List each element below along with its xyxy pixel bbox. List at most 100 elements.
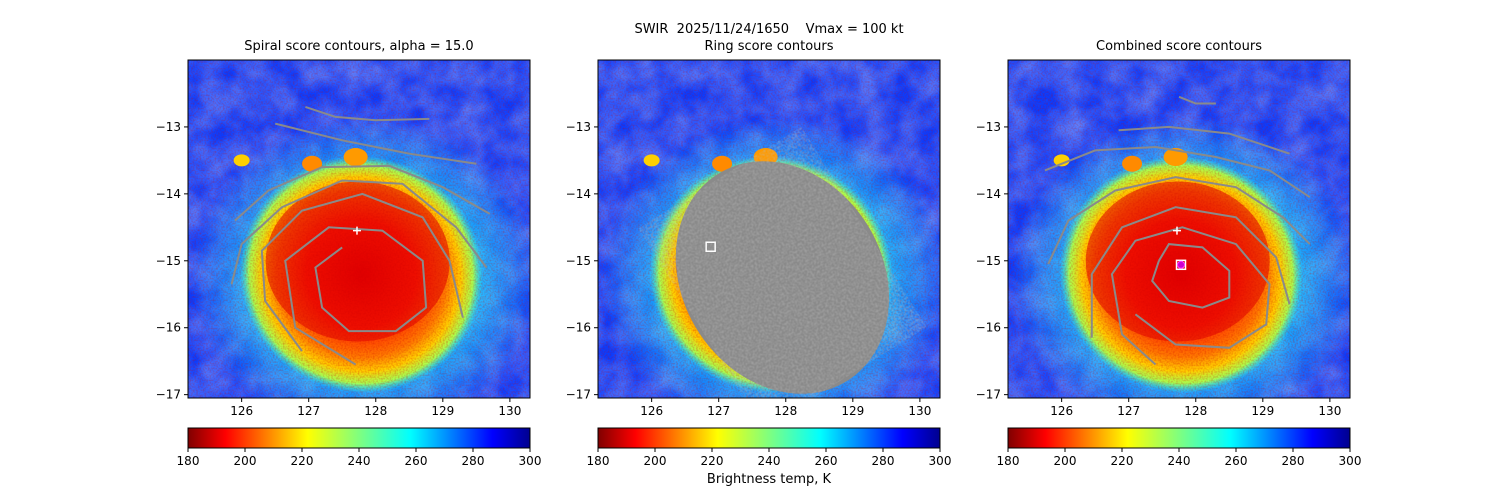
heatmap-image: [1008, 60, 1350, 398]
colorbar-label: Brightness temp, K: [706, 472, 832, 487]
contour-line: [284, 226, 428, 366]
colorbar-tick-label: 300: [519, 454, 542, 468]
axes-frame: [187, 59, 531, 399]
colorbar-tick-label: 220: [291, 454, 314, 468]
contour-line: [1110, 226, 1271, 366]
colorbar-tick-label: 180: [177, 454, 200, 468]
colorbar-gradient: [187, 427, 531, 449]
panel-title-spiral: Spiral score contours, alpha = 15.0: [244, 39, 474, 54]
contours: [230, 105, 491, 366]
ring-fill: [675, 161, 890, 394]
panel-ring: 126 127 128 129 130 −13 −14 −15 −16 −17: [566, 59, 941, 418]
y-tick-label: −15: [566, 254, 591, 268]
colorbar-tick-label: 240: [348, 454, 371, 468]
x-tick-label: 127: [297, 404, 320, 418]
convective-cell: [643, 154, 660, 167]
colorbar-spiral: 180 200 220 240 260 280 300: [177, 427, 542, 468]
center-square-marker: [1175, 259, 1187, 271]
colorbar-tick-label: 200: [1054, 454, 1077, 468]
colorbar-tick-label: 200: [644, 454, 667, 468]
convective-cell: [712, 155, 733, 172]
colorbar-tick-label: 220: [1111, 454, 1134, 468]
center-square-marker: [705, 241, 716, 252]
x-tick-label: 130: [908, 404, 931, 418]
y-tick-label: −15: [156, 254, 181, 268]
x-tick-label: 128: [364, 404, 387, 418]
y-tick-label: −14: [566, 187, 591, 201]
x-tick-label: 130: [1318, 404, 1341, 418]
colorbar-tick-label: 220: [701, 454, 724, 468]
contour-line: [234, 164, 491, 222]
x-tick-label: 129: [1251, 404, 1274, 418]
figure-suptitle: SWIR 2025/11/24/1650 Vmax = 100 kt: [634, 22, 904, 37]
panel-title-ring: Ring score contours: [704, 39, 834, 54]
colorbar-tick-label: 300: [929, 454, 952, 468]
contour-line: [230, 179, 488, 285]
colorbar-tick-label: 280: [1282, 454, 1305, 468]
colorbar-tick-label: 240: [758, 454, 781, 468]
convective-cell: [1122, 155, 1143, 172]
panel-title-combined: Combined score contours: [1096, 39, 1262, 54]
contour-line: [1090, 206, 1291, 338]
colorbar-tick-label: 240: [1168, 454, 1191, 468]
y-tick-label: −13: [156, 120, 181, 134]
contour-line: [1151, 243, 1231, 309]
ring-score-texture: [679, 165, 886, 390]
contour-line: [305, 105, 430, 122]
contour-line: [1118, 125, 1290, 155]
x-tick-label: 128: [774, 404, 797, 418]
contour-line: [1047, 176, 1311, 265]
convective-cell: [1053, 154, 1070, 167]
contour-line: [260, 192, 464, 352]
y-tick-label: −14: [156, 187, 181, 201]
x-tick-label: 128: [1184, 404, 1207, 418]
x-tick-label: 126: [230, 404, 253, 418]
x-tick-label: 129: [431, 404, 454, 418]
panel-combined: 126 127 128 129 130 −13 −14 −15 −16 −17: [976, 59, 1351, 418]
colorbar-gradient: [597, 427, 941, 449]
colorbar-tick-label: 280: [462, 454, 485, 468]
y-tick-label: −17: [976, 388, 1001, 402]
y-tick-label: −15: [976, 254, 1001, 268]
x-tick-label: 129: [841, 404, 864, 418]
y-tick-label: −13: [566, 120, 591, 134]
x-tick-label: 130: [498, 404, 521, 418]
colorbar-combined: 180 200 220 240 260 280 300: [997, 427, 1362, 468]
convective-cell: [343, 148, 368, 167]
y-tick-label: −17: [156, 388, 181, 402]
center-plus-marker: [1172, 226, 1181, 235]
y-tick-label: −16: [156, 321, 181, 335]
y-tick-label: −13: [976, 120, 1001, 134]
x-tick-label: 126: [640, 404, 663, 418]
axes-frame: [597, 59, 941, 399]
colorbar-tick-label: 260: [815, 454, 838, 468]
colorbar-tick-label: 180: [997, 454, 1020, 468]
y-tick-label: −17: [566, 388, 591, 402]
colorbar-tick-label: 260: [405, 454, 428, 468]
colorbar-tick-label: 280: [872, 454, 895, 468]
contour-line: [274, 122, 477, 165]
center-circle-marker: [1177, 260, 1186, 269]
colorbar-tick-label: 260: [1225, 454, 1248, 468]
x-tick-label: 127: [1117, 404, 1140, 418]
contour-line: [1178, 95, 1216, 105]
contours: [1044, 95, 1311, 366]
colorbar-tick-label: 200: [234, 454, 257, 468]
convective-cell: [233, 154, 250, 167]
convective-cell: [1163, 148, 1188, 167]
x-tick-label: 127: [707, 404, 730, 418]
panel-spiral: 126 127 128 129 130 −13 −14 −15 −16 −17: [156, 59, 531, 418]
x-tick-label: 126: [1050, 404, 1073, 418]
contour-line: [1044, 145, 1311, 199]
convective-cell: [302, 155, 323, 172]
y-tick-label: −16: [566, 321, 591, 335]
y-tick-label: −14: [976, 187, 1001, 201]
y-tick-label: −16: [976, 321, 1001, 335]
center-plus-marker: [352, 226, 361, 235]
colorbar-tick-label: 180: [587, 454, 610, 468]
colorbar-gradient: [1007, 427, 1351, 449]
colorbar-tick-label: 300: [1339, 454, 1362, 468]
colorbar-ring: 180 200 220 240 260 280 300: [587, 427, 952, 468]
axes-frame: [1007, 59, 1351, 399]
